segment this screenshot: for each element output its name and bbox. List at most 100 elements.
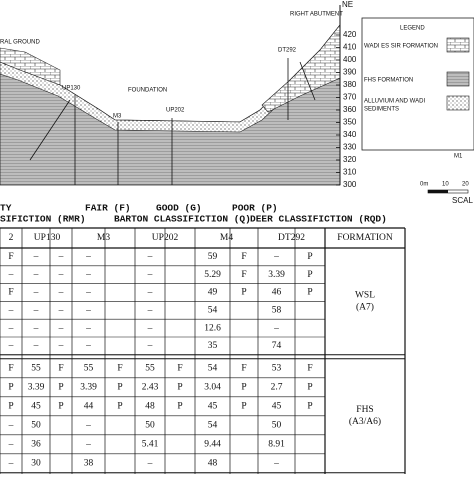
axis-tick-label: 410 <box>343 43 357 52</box>
table-cell: 53 <box>272 363 282 373</box>
table-cell: – <box>33 341 39 351</box>
table-cell: – <box>33 323 39 333</box>
table-cell: – <box>273 252 279 262</box>
class-text: FAIR (F) <box>85 203 131 214</box>
table-cell: – <box>58 341 64 351</box>
table-cell: – <box>85 439 91 449</box>
table-cell: 58 <box>272 305 282 315</box>
table-cell: 38 <box>84 458 94 468</box>
axis-tick-label: 380 <box>343 80 357 89</box>
table-cell: – <box>33 270 39 280</box>
formation-label: WSL <box>355 291 375 301</box>
table-cell: F <box>177 363 182 373</box>
class-text: TY <box>0 203 12 214</box>
table-cell: 12.6 <box>204 323 221 333</box>
table-cell: 45 <box>272 401 282 411</box>
left-label: RAL GROUND <box>0 40 40 46</box>
table-cell: – <box>85 420 91 430</box>
table-cell: 3.39 <box>28 382 45 392</box>
table-cell: P <box>307 270 312 280</box>
table-cell: – <box>33 288 39 298</box>
table-cell: – <box>33 252 39 262</box>
table-cell: 36 <box>31 439 41 449</box>
header-cell: M4 <box>220 233 233 243</box>
table-cell: F <box>307 363 312 373</box>
scale: 0m 10 20 SCAL <box>420 182 473 206</box>
table-cell: 45 <box>208 401 218 411</box>
header-cell: 2 <box>9 233 14 243</box>
table-cell: 8.91 <box>268 439 285 449</box>
table-cell: F <box>241 270 246 280</box>
table-cell: – <box>58 288 64 298</box>
cross-section <box>0 5 341 186</box>
table-cell: 54 <box>208 363 218 373</box>
borehole-label: DT292 <box>278 48 297 54</box>
table-cell: P <box>117 382 122 392</box>
table-cell: F <box>117 363 122 373</box>
table-cell: – <box>273 458 279 468</box>
axis-tick-label: 390 <box>343 68 357 77</box>
scale-label: SCAL <box>452 196 473 205</box>
table-cell: 3.39 <box>268 270 285 280</box>
table-cell: – <box>33 305 39 315</box>
axis-tick-label: 330 <box>343 143 357 152</box>
table-cell: 55 <box>145 363 155 373</box>
foundation-label: FOUNDATION <box>128 88 167 94</box>
table-cell: P <box>117 401 122 411</box>
class-text: SIFICTION (RMR) <box>0 214 86 225</box>
table-cell: – <box>147 305 153 315</box>
formation-label: FHS <box>356 405 373 415</box>
formation-label: (A3/A6) <box>349 416 381 427</box>
table-cell: P <box>241 288 246 298</box>
scale-tick: 10 <box>442 182 449 188</box>
table-cell: 44 <box>84 401 94 411</box>
table-cell: 45 <box>31 401 41 411</box>
legend-label: FHS FORMATION <box>364 78 413 84</box>
table-cell: 48 <box>208 458 218 468</box>
table-cell: 46 <box>272 288 282 298</box>
table-cell: 2.7 <box>271 382 283 392</box>
table-cell: 74 <box>272 341 282 351</box>
table-cell: 48 <box>145 401 155 411</box>
table-cell: – <box>58 305 64 315</box>
table-cell: – <box>85 323 91 333</box>
table-cell: 30 <box>31 458 41 468</box>
table-cell: – <box>8 439 14 449</box>
axis-tick-label: 340 <box>343 130 357 139</box>
legend-marker: M1 <box>454 154 463 160</box>
class-text: BARTON CLASSIFICTION (Q) <box>114 214 251 225</box>
elevation-axis: NE 420 410 400 390 380 370 360 350 340 330 320 310 3… <box>336 0 357 189</box>
header-cell: M3 <box>97 233 110 243</box>
table-cell: F <box>241 363 246 373</box>
table-cell: 9.44 <box>204 439 221 449</box>
right-abutment-label: RIGHT ABUTMENT <box>290 12 343 18</box>
table-cell: – <box>147 323 153 333</box>
table-cell: – <box>8 270 14 280</box>
class-text: DEER CLASSIFICTION (RQD) <box>250 214 387 225</box>
table-cell: – <box>8 341 14 351</box>
table-cell: – <box>8 420 14 430</box>
table-cell: P <box>307 401 312 411</box>
borehole-label: UP130 <box>62 86 81 92</box>
table-cell: 35 <box>208 341 218 351</box>
axis-tick-label: 370 <box>343 93 357 102</box>
table-cell: F <box>241 252 246 262</box>
table-cell: – <box>147 270 153 280</box>
axis-tick-label: 420 <box>343 30 357 39</box>
header-cell: FORMATION <box>337 233 393 243</box>
axis-tick-label: 320 <box>343 155 357 164</box>
table-cell: F <box>8 363 13 373</box>
axis-title: NE <box>342 0 353 9</box>
table-cell: 54 <box>208 305 218 315</box>
table-cell: – <box>8 323 14 333</box>
table-cell: P <box>177 401 182 411</box>
table-cell: 2.43 <box>142 382 159 392</box>
table-cell: – <box>85 252 91 262</box>
borehole-label: M3 <box>113 114 122 120</box>
table-cell: 54 <box>208 420 218 430</box>
borehole-label: UP202 <box>166 108 185 114</box>
legend-label: ALLUVIUM AND WADI <box>364 99 425 105</box>
table-cell: – <box>85 288 91 298</box>
